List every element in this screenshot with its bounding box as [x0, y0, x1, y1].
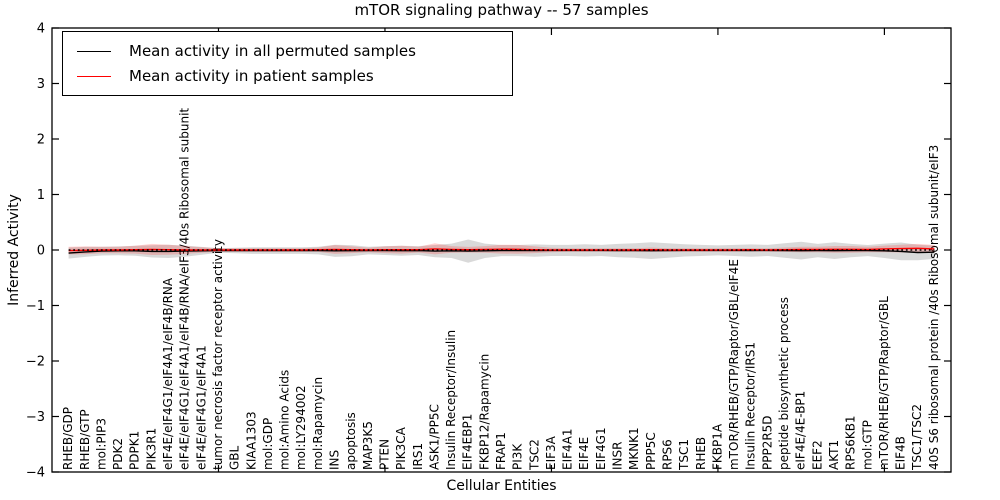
- legend-label: Mean activity in all permuted samples: [129, 42, 416, 60]
- x-axis-category-label: MKNK1: [627, 427, 641, 470]
- y-tick-label: −2: [26, 355, 45, 370]
- x-axis-category-label: eIF4E/4E-BP1: [794, 391, 808, 470]
- x-axis-category-label: EIF4B: [894, 436, 908, 470]
- x-axis-category-label: EIF4EBP1: [461, 414, 475, 470]
- legend-line-sample-black: [77, 50, 111, 52]
- x-axis-category-label: ASK1/PP5C: [427, 404, 441, 470]
- x-axis-category-label: Insulin Receptor/Insulin: [444, 330, 458, 470]
- x-axis-category-label: apoptosis: [344, 412, 358, 470]
- x-axis-category-label: mol:GDP: [261, 418, 275, 470]
- x-axis-category-label: mTOR/RHEB/GTP/Raptor/GBL: [877, 296, 891, 470]
- x-axis-category-label: GBL: [228, 445, 242, 470]
- x-axis-category-label: RPS6KB1: [844, 415, 858, 470]
- y-axis-label: Inferred Activity: [6, 194, 22, 306]
- x-axis-category-label: EIF3A: [544, 435, 558, 470]
- x-axis-category-label: mol:PIP3: [94, 418, 108, 470]
- x-axis-label: Cellular Entities: [446, 478, 557, 494]
- x-axis-category-label: MAP3K5: [361, 421, 375, 470]
- x-axis-category-label: EIF4A1: [561, 428, 575, 470]
- chart-title: mTOR signaling pathway -- 57 samples: [354, 1, 649, 19]
- x-axis-category-label: AKT1: [827, 440, 841, 470]
- legend-entry-patient: Mean activity in patient samples: [63, 67, 512, 85]
- x-axis-category-label: INSR: [611, 442, 625, 470]
- x-axis-category-label: mTOR/RHEB/GTP/Raptor/GBL/eIF4E: [727, 259, 741, 470]
- x-axis-category-label: eIF4E/eIF4G1/eIF4A1: [194, 345, 208, 470]
- x-axis-category-label: PPP2R5D: [760, 415, 774, 470]
- x-axis-category-label: RPS6: [660, 439, 674, 470]
- x-axis-category-label: mol:LY294002: [294, 385, 308, 470]
- x-axis-category-label: IRS1: [411, 443, 425, 470]
- x-axis-category-label: INS: [328, 450, 342, 470]
- x-axis-category-label: eIF4E/eIF4G1/eIF4A1/eIF4B/RNA: [161, 277, 175, 470]
- x-axis-category-label: FKBP1A: [710, 423, 724, 470]
- legend-line-sample-red: [77, 75, 111, 77]
- x-axis-category-label: EIF4E: [577, 437, 591, 470]
- y-tick-label: 4: [37, 22, 45, 37]
- x-axis-category-label: TSC1/TSC2: [910, 404, 924, 471]
- x-axis-category-label: PDK2: [111, 438, 125, 470]
- x-axis-category-label: RHEB: [694, 437, 708, 470]
- x-axis-category-label: PTEN: [377, 439, 391, 470]
- x-axis-category-label: RHEB/GTP: [78, 409, 92, 470]
- x-axis-category-label: KIAA1303: [244, 411, 258, 470]
- y-tick-label: 2: [37, 133, 45, 148]
- x-axis-category-label: mol:GTP: [860, 420, 874, 470]
- legend-label: Mean activity in patient samples: [129, 67, 374, 85]
- x-axis-category-label: PI3K: [511, 443, 525, 470]
- x-axis-category-label: FKBP12/Rapamycin: [477, 354, 491, 470]
- x-axis-category-label: Insulin Receptor/IRS1: [744, 342, 758, 470]
- legend: Mean activity in all permuted samples Me…: [62, 31, 513, 96]
- x-axis-category-label: peptide biosynthetic process: [777, 297, 791, 470]
- x-axis-category-label: PDPK1: [128, 431, 142, 470]
- y-tick-label: 3: [37, 77, 45, 92]
- x-axis-category-label: EEF2: [810, 440, 824, 470]
- y-tick-label: −4: [26, 466, 45, 481]
- x-axis-category-label: PIK3CA: [394, 426, 408, 470]
- y-tick-label: 1: [37, 188, 45, 203]
- x-axis-category-label: mol:Rapamycin: [311, 377, 325, 470]
- y-tick-label: −3: [26, 410, 45, 425]
- x-axis-category-label: eIF4E/eIF4G1/eIF4A1/eIF4B/RNA/eIF3/40s R…: [178, 108, 192, 470]
- x-axis-category-label: EIF4G1: [594, 427, 608, 470]
- x-axis-category-label: PPP5C: [644, 432, 658, 470]
- y-tick-label: −1: [26, 299, 45, 314]
- x-axis-category-label: mol:Amino Acids: [278, 370, 292, 470]
- x-axis-category-label: TSC1: [677, 439, 691, 471]
- x-axis-category-label: 40S S6 ribosomal protein /40s Ribosomal …: [927, 145, 941, 470]
- x-axis-category-label: tumor necrosis factor receptor activity: [211, 239, 225, 470]
- y-tick-label: 0: [37, 244, 45, 259]
- x-axis-category-label: FRAP1: [494, 432, 508, 470]
- x-axis-category-label: TSC2: [527, 439, 541, 471]
- x-axis-category-label: RHEB/GDP: [61, 407, 75, 470]
- legend-entry-permuted: Mean activity in all permuted samples: [63, 42, 512, 60]
- x-axis-category-label: PIK3R1: [144, 428, 158, 470]
